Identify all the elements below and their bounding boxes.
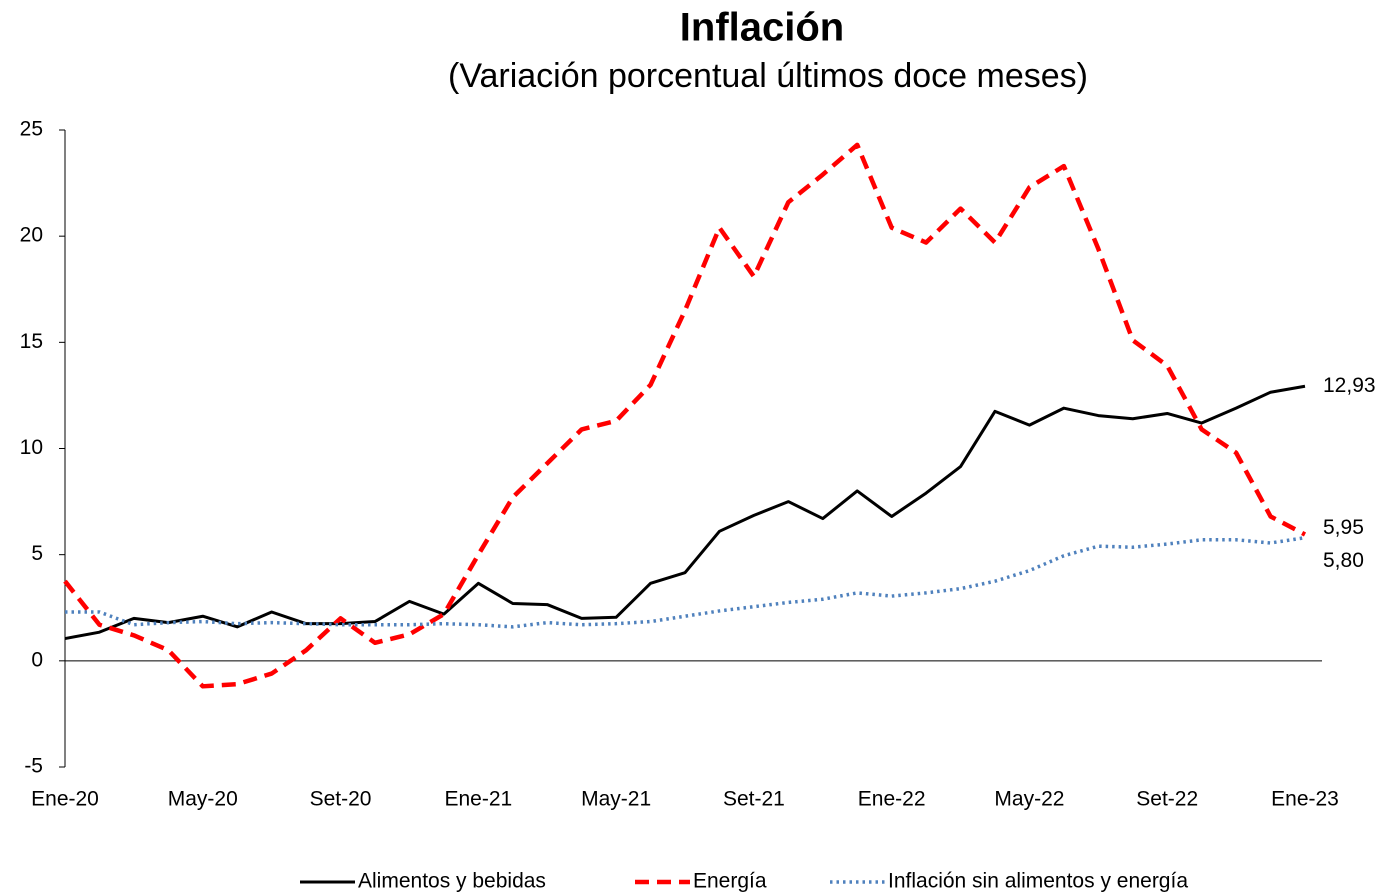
chart-title: Inflación (680, 6, 844, 50)
y-tick-label: 0 (31, 648, 43, 671)
legend-label: Energía (693, 870, 767, 893)
y-tick-label: -5 (24, 755, 43, 778)
x-tick-label: May-22 (994, 788, 1064, 811)
x-tick-label: Ene-23 (1271, 788, 1339, 811)
y-tick-label: 5 (31, 542, 43, 565)
x-tick-label: Set-22 (1136, 788, 1198, 811)
chart-subtitle: (Variación porcentual últimos doce meses… (448, 57, 1088, 95)
series-line (63, 142, 1307, 689)
legend-label: Alimentos y bebidas (358, 870, 546, 893)
value-label: 5,95 (1323, 516, 1364, 539)
series-line (64, 384, 1306, 641)
x-tick-label: Ene-22 (858, 788, 926, 811)
x-tick-label: Ene-21 (444, 788, 512, 811)
x-tick-label: Set-20 (310, 788, 372, 811)
y-tick-label: 15 (20, 330, 43, 353)
x-tick-label: May-21 (581, 788, 651, 811)
x-tick-label: Set-21 (723, 788, 785, 811)
legend-label: Inflación sin alimentos y energía (888, 870, 1188, 893)
series-line (65, 535, 1306, 629)
y-tick-label: 25 (20, 118, 43, 141)
y-tick-label: 10 (20, 436, 43, 459)
y-tick-label: 20 (20, 224, 43, 247)
x-tick-label: Ene-20 (31, 788, 99, 811)
value-label: 5,80 (1323, 549, 1364, 572)
x-tick-label: May-20 (168, 788, 238, 811)
value-label: 12,93 (1323, 374, 1376, 397)
